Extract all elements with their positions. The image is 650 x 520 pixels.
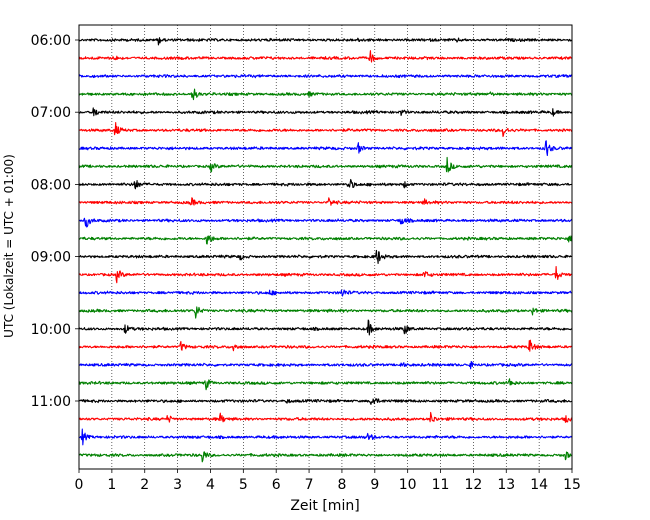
x-tick-label: 15 [563,477,581,493]
trace-0600 [78,37,573,46]
trace-0745 [78,156,573,173]
trace-1100 [78,398,573,405]
x-tick-label: 6 [272,477,281,493]
trace-1000 [78,319,573,336]
x-tick-label: 5 [239,477,248,493]
x-tick-label: 13 [497,477,515,493]
trace-0615 [78,50,573,63]
x-axis: 0 1 2 3 4 5 6 7 8 9 10 11 12 13 14 15 [75,469,581,493]
x-tick-label: 2 [140,477,149,493]
trace-0630 [78,74,573,79]
trace-1115 [78,411,573,423]
trace-0930 [78,289,573,297]
y-tick-label: 07:00 [31,105,71,121]
x-tick-label: 11 [432,477,450,493]
trace-1130 [78,428,573,446]
trace-0830 [78,217,573,228]
trace-1030 [78,361,573,370]
trace-1145 [78,451,573,463]
trace-group [78,37,573,463]
vertical-grid [111,25,540,469]
x-tick-label: 0 [75,477,84,493]
trace-0700 [78,107,573,117]
y-tick-label: 09:00 [31,250,71,266]
y-tick-label: 11:00 [31,394,71,410]
x-tick-label: 8 [337,477,346,493]
x-tick-label: 10 [399,477,417,493]
x-tick-label: 14 [530,477,548,493]
y-tick-label: 06:00 [31,33,71,49]
trace-0915 [78,265,573,284]
trace-0645 [78,88,573,101]
y-axis-label: UTC (Lokalzeit = UTC + 01:00) [2,154,16,338]
y-axis: 06:00 07:00 08:00 09:00 10:00 11:00 [31,33,79,410]
x-tick-label: 7 [305,477,314,493]
trace-0800 [78,178,573,190]
x-tick-label: 12 [464,477,482,493]
y-tick-label: 10:00 [31,322,71,338]
plot-frame [78,24,573,470]
trace-0945 [78,306,573,319]
x-tick-label: 4 [206,477,215,493]
x-tick-label: 3 [173,477,182,493]
x-tick-label: 9 [370,477,379,493]
trace-1015 [78,339,573,352]
trace-0715 [78,122,573,138]
trace-1045 [78,378,573,391]
trace-0845 [78,235,573,245]
trace-0730 [78,140,573,157]
y-tick-label: 08:00 [31,177,71,193]
trace-0815 [78,197,573,206]
x-axis-label: Zeit [min] [290,498,359,514]
x-tick-label: 1 [107,477,116,493]
trace-0900 [78,249,573,264]
